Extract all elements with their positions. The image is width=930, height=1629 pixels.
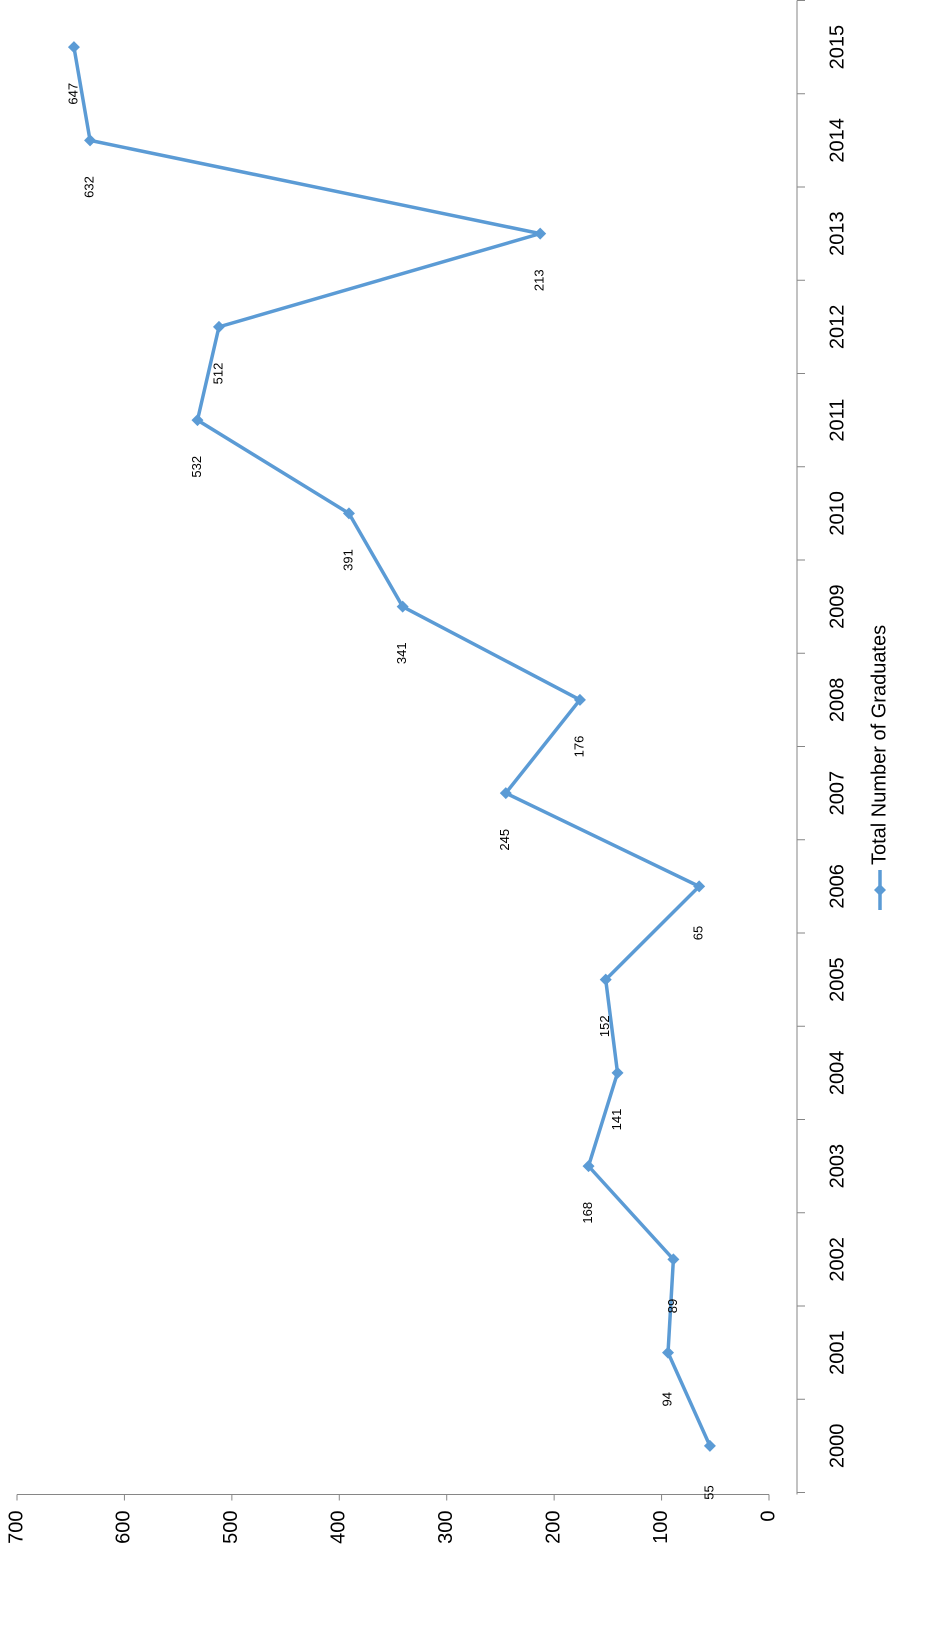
x-tick-label: 2012 bbox=[826, 305, 848, 350]
x-tick-label: 2008 bbox=[826, 678, 848, 723]
data-label: 213 bbox=[532, 269, 547, 291]
marker bbox=[599, 973, 612, 986]
data-label: 141 bbox=[609, 1109, 624, 1131]
x-tick-label: 2013 bbox=[826, 211, 848, 256]
x-tick-label: 2007 bbox=[826, 771, 848, 816]
marker bbox=[667, 1253, 680, 1266]
y-tick-label: 200 bbox=[542, 1511, 564, 1544]
y-tick-label: 100 bbox=[650, 1511, 672, 1544]
y-tick-label: 0 bbox=[757, 1511, 779, 1522]
x-tick-label: 2003 bbox=[826, 1144, 848, 1189]
x-tick-label: 2005 bbox=[826, 957, 848, 1002]
x-tick-label: 2009 bbox=[826, 584, 848, 629]
data-label: 632 bbox=[81, 176, 96, 198]
data-label: 168 bbox=[580, 1202, 595, 1224]
y-tick-label: 600 bbox=[113, 1511, 135, 1544]
marker bbox=[534, 227, 547, 240]
series-line bbox=[72, 46, 712, 1447]
data-label: 152 bbox=[597, 1015, 612, 1037]
rotated-chart: 0 100 200 300 400 500 600 700 2000 2001 2002 2003 20… bbox=[5, 0, 890, 1544]
y-tick-label: 500 bbox=[220, 1511, 242, 1544]
x-tick-label: 2011 bbox=[826, 399, 848, 442]
x-tick-label: 2010 bbox=[826, 491, 848, 536]
legend-marker bbox=[874, 884, 886, 896]
x-tick-label: 2014 bbox=[826, 118, 848, 163]
marker bbox=[499, 787, 512, 800]
data-label: 55 bbox=[701, 1485, 716, 1499]
marker bbox=[342, 507, 355, 520]
marker bbox=[611, 1066, 624, 1079]
legend-label: Total Number of Graduates bbox=[868, 625, 890, 865]
data-label: 512 bbox=[210, 363, 225, 385]
data-label: 341 bbox=[394, 642, 409, 664]
y-tick-label: 400 bbox=[328, 1511, 350, 1544]
x-tick-label: 2002 bbox=[826, 1237, 848, 1282]
marker bbox=[84, 134, 97, 147]
marker bbox=[396, 600, 409, 613]
marker bbox=[191, 414, 204, 427]
x-tick-label: 2015 bbox=[826, 25, 848, 70]
x-tick-label: 2006 bbox=[826, 864, 848, 909]
marker bbox=[703, 1439, 716, 1452]
data-label: 391 bbox=[340, 549, 355, 571]
data-label: 176 bbox=[571, 736, 586, 758]
y-tick-label: 300 bbox=[435, 1511, 457, 1544]
y-tick-label: 700 bbox=[5, 1511, 27, 1544]
data-label: 532 bbox=[189, 456, 204, 478]
marker bbox=[67, 41, 80, 54]
marker bbox=[582, 1160, 595, 1173]
x-tick-label: 2000 bbox=[826, 1424, 848, 1469]
marker bbox=[693, 880, 706, 893]
data-label: 647 bbox=[65, 83, 80, 105]
data-label: 245 bbox=[497, 829, 512, 851]
data-label: 65 bbox=[691, 926, 706, 940]
data-label: 94 bbox=[659, 1392, 674, 1406]
x-tick-label: 2001 bbox=[826, 1330, 848, 1375]
marker bbox=[573, 693, 586, 706]
marker bbox=[212, 320, 225, 333]
marker bbox=[662, 1346, 675, 1359]
x-tick-label: 2004 bbox=[826, 1051, 848, 1096]
data-label: 89 bbox=[665, 1299, 680, 1313]
